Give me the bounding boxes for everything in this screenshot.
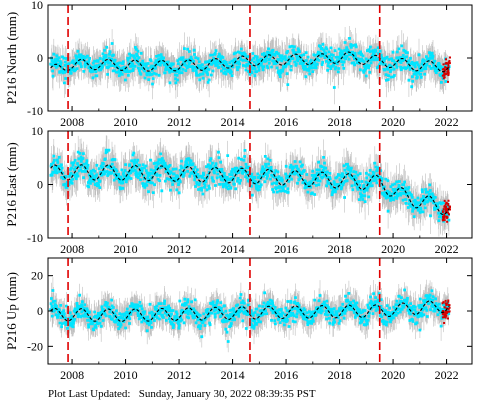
panel-3: 2008 2010 2012 2014 2016 2018 2020 2022 -20 0 20 P2… <box>4 257 473 382</box>
model-trend-3 <box>50 300 450 323</box>
y-tick-label-1-0: -10 <box>27 104 43 118</box>
x-tick-label-1-2010: 2010 <box>114 115 138 129</box>
x-tick-label-3-2022: 2022 <box>435 368 459 382</box>
x-tick-label-3-2016: 2016 <box>274 368 298 382</box>
x-tick-label-2-2016: 2016 <box>274 242 298 256</box>
data-points-1 <box>49 26 451 105</box>
x-tick-label-2-2020: 2020 <box>381 242 405 256</box>
x-tick-label-2-2008: 2008 <box>60 242 84 256</box>
x-tick-label-1-2018: 2018 <box>328 115 352 129</box>
x-tick-label-1-2022: 2022 <box>435 115 459 129</box>
x-tick-label-3-2014: 2014 <box>221 368 245 382</box>
x-tick-label-2-2012: 2012 <box>167 242 191 256</box>
x-tick-label-3-2010: 2010 <box>114 368 138 382</box>
y-tick-label-1-2: 10 <box>31 0 43 12</box>
model-trend-1 <box>50 51 450 73</box>
y-axis-label-2: P216 East (mm) <box>4 142 19 227</box>
recent-observations-2 <box>441 199 451 223</box>
x-tick-label-3-2020: 2020 <box>381 368 405 382</box>
x-tick-label-1-2020: 2020 <box>381 115 405 129</box>
x-tick-label-3-2018: 2018 <box>328 368 352 382</box>
x-tick-label-2-2018: 2018 <box>328 242 352 256</box>
x-tick-label-2-2010: 2010 <box>114 242 138 256</box>
model-trend-2 <box>50 164 450 216</box>
y-tick-label-2-2: 10 <box>31 124 43 138</box>
observations-3 <box>49 288 451 343</box>
y-axis-label-3: P216 Up (mm) <box>4 272 19 350</box>
last-updated-label: Plot Last Updated: <box>48 388 131 400</box>
data-points-3 <box>49 277 451 353</box>
x-tick-label-2-2014: 2014 <box>221 242 245 256</box>
plot-footer: Plot Last Updated: Sunday, January 30, 2… <box>48 388 316 400</box>
y-axis-label-1: P216 North (mm) <box>4 12 19 104</box>
observations-2 <box>49 148 451 223</box>
y-tick-label-2-0: -10 <box>27 231 43 245</box>
x-tick-label-1-2012: 2012 <box>167 115 191 129</box>
y-tick-label-3-2: 20 <box>31 269 43 283</box>
x-tick-label-1-2014: 2014 <box>221 115 245 129</box>
y-tick-label-1-1: 0 <box>37 51 43 65</box>
data-points-2 <box>49 135 451 237</box>
last-updated-timestamp: Sunday, January 30, 2022 08:39:35 PST <box>138 388 316 400</box>
y-tick-label-3-0: -20 <box>27 339 43 353</box>
recent-observations-1 <box>441 56 451 83</box>
x-tick-label-1-2008: 2008 <box>60 115 84 129</box>
recent-observations-3 <box>441 299 451 324</box>
x-tick-label-3-2012: 2012 <box>167 368 191 382</box>
panel-2: 2008 2010 2012 2014 2016 2018 2020 2022 -10 0 10 P2… <box>4 124 473 256</box>
panel-1: 2008 2010 2012 2014 2016 2018 2020 2022 -10 0 10 P2… <box>4 0 473 129</box>
x-tick-label-2-2022: 2022 <box>435 242 459 256</box>
y-tick-label-2-1: 0 <box>37 178 43 192</box>
x-tick-label-3-2008: 2008 <box>60 368 84 382</box>
y-tick-label-3-1: 0 <box>37 304 43 318</box>
x-tick-label-1-2016: 2016 <box>274 115 298 129</box>
